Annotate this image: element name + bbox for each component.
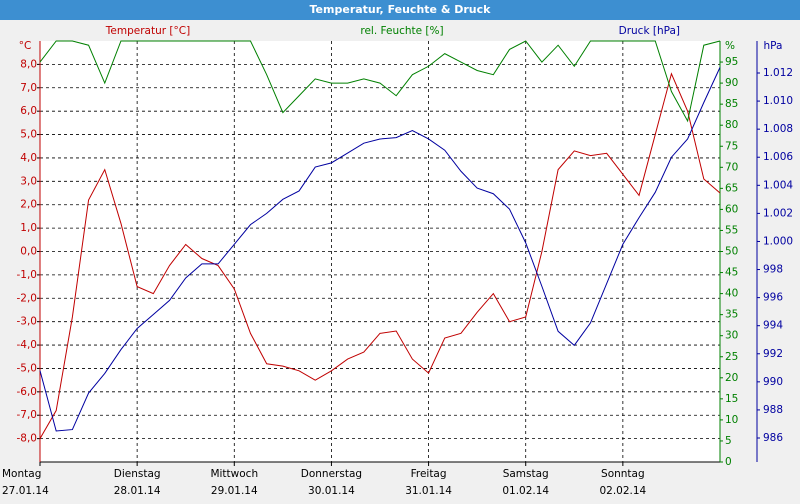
y2-tick-label: 30 bbox=[725, 330, 738, 342]
x-tick-date: 27.01.14 bbox=[2, 485, 49, 497]
y2-tick-label: 65 bbox=[725, 182, 738, 194]
y2-tick-label: 50 bbox=[725, 246, 738, 258]
y2-tick-label: 60 bbox=[725, 203, 738, 215]
y-tick-label: 3,0 bbox=[20, 175, 37, 187]
y3-tick-label: 994 bbox=[763, 320, 783, 332]
y2-tick-label: 35 bbox=[725, 309, 738, 321]
y3-tick-label: 1.012 bbox=[763, 67, 793, 79]
y2-tick-label: 90 bbox=[725, 77, 738, 89]
x-tick-label: Samstag bbox=[503, 468, 549, 480]
y2-unit: % bbox=[725, 40, 735, 52]
y2-tick-label: 40 bbox=[725, 288, 738, 300]
x-tick-label: Mittwoch bbox=[210, 468, 258, 480]
y2-tick-label: 10 bbox=[725, 414, 738, 426]
legend-label: rel. Feuchte [%] bbox=[360, 25, 443, 37]
y2-tick-label: 95 bbox=[725, 56, 738, 68]
y2-tick-label: 5 bbox=[725, 435, 732, 447]
x-tick-date: 31.01.14 bbox=[405, 485, 452, 497]
y-tick-label: 8,0 bbox=[20, 58, 37, 70]
series-line bbox=[39, 67, 721, 432]
y-tick-label: -6,0 bbox=[17, 386, 38, 398]
y-unit: °C bbox=[19, 40, 32, 52]
y-tick-label: 0,0 bbox=[20, 246, 37, 258]
x-tick-date: 29.01.14 bbox=[211, 485, 258, 497]
y3-tick-label: 990 bbox=[763, 376, 783, 388]
y3-tick-label: 992 bbox=[763, 348, 783, 360]
series-line bbox=[39, 72, 721, 439]
y-tick-label: 7,0 bbox=[20, 82, 37, 94]
y2-tick-label: 55 bbox=[725, 224, 738, 236]
y-tick-label: -7,0 bbox=[17, 409, 38, 421]
y3-tick-label: 996 bbox=[763, 292, 783, 304]
y3-tick-label: 1.002 bbox=[763, 207, 793, 219]
y3-tick-label: 1.006 bbox=[763, 151, 793, 163]
x-tick-label: Freitag bbox=[411, 468, 447, 480]
y-tick-label: -5,0 bbox=[17, 362, 38, 374]
y2-tick-label: 15 bbox=[725, 393, 738, 405]
y-tick-label: 1,0 bbox=[20, 222, 37, 234]
y3-tick-label: 988 bbox=[763, 404, 783, 416]
x-tick-label: Donnerstag bbox=[301, 468, 362, 480]
y2-tick-label: 20 bbox=[725, 372, 738, 384]
y-tick-label: 5,0 bbox=[20, 129, 37, 141]
x-tick-label: Dienstag bbox=[114, 468, 161, 480]
y-tick-label: -1,0 bbox=[17, 269, 38, 281]
y2-tick-label: 70 bbox=[725, 161, 738, 173]
y3-tick-label: 986 bbox=[763, 432, 783, 444]
series-line bbox=[39, 40, 721, 123]
x-tick-date: 28.01.14 bbox=[114, 485, 161, 497]
y-tick-label: -3,0 bbox=[17, 316, 38, 328]
y-tick-label: 6,0 bbox=[20, 105, 37, 117]
x-tick-date: 02.02.14 bbox=[599, 485, 646, 497]
y-tick-label: -2,0 bbox=[17, 292, 38, 304]
x-tick-date: 01.02.14 bbox=[502, 485, 549, 497]
y2-tick-label: 80 bbox=[725, 119, 738, 131]
y2-tick-label: 45 bbox=[725, 267, 738, 279]
y3-tick-label: 1.010 bbox=[763, 95, 793, 107]
x-tick-date: 30.01.14 bbox=[308, 485, 355, 497]
y3-unit: hPa bbox=[764, 40, 783, 52]
y-tick-label: -4,0 bbox=[17, 339, 38, 351]
x-tick-label: Sonntag bbox=[601, 468, 645, 480]
legend-label: Temperatur [°C] bbox=[105, 25, 190, 37]
title-bar bbox=[0, 0, 800, 20]
x-tick-label: Montag bbox=[2, 468, 41, 480]
y3-tick-label: 1.000 bbox=[763, 235, 793, 247]
y2-tick-label: 75 bbox=[725, 140, 738, 152]
legend-label: Druck [hPa] bbox=[619, 25, 680, 37]
y3-tick-label: 1.004 bbox=[763, 179, 793, 191]
y3-tick-label: 998 bbox=[763, 264, 783, 276]
y-tick-label: 2,0 bbox=[20, 199, 37, 211]
y3-tick-label: 1.008 bbox=[763, 123, 793, 135]
y-tick-label: 4,0 bbox=[20, 152, 37, 164]
y2-tick-label: 25 bbox=[725, 351, 738, 363]
y2-tick-label: 0 bbox=[725, 456, 732, 468]
y-tick-label: -8,0 bbox=[17, 433, 38, 445]
chart-title: Temperatur, Feuchte & Druck bbox=[310, 3, 492, 16]
y2-tick-label: 85 bbox=[725, 98, 738, 110]
